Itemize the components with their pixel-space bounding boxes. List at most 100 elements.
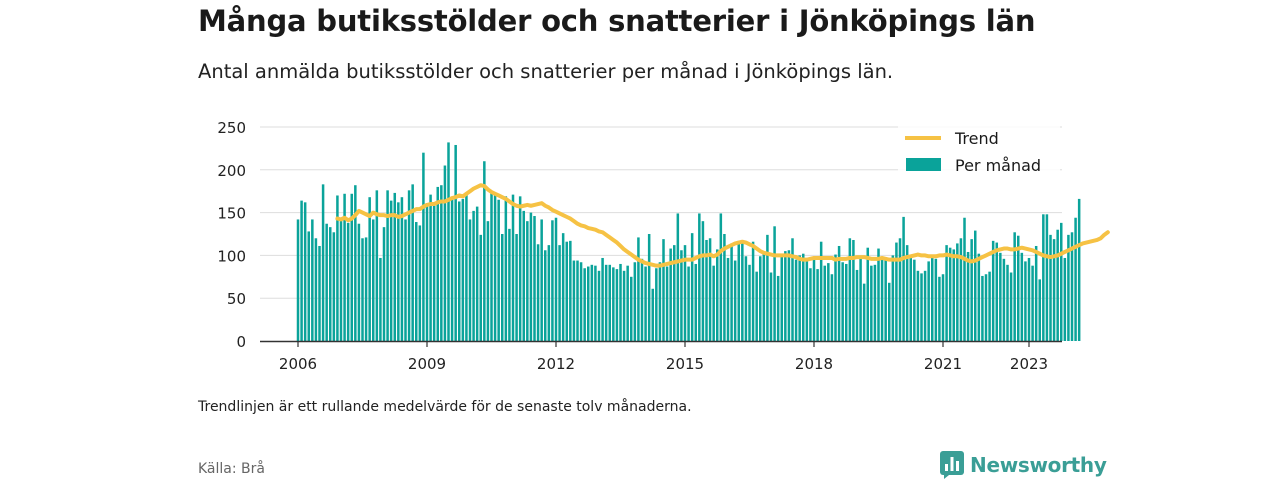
bar <box>748 264 751 341</box>
bar <box>830 274 834 341</box>
bar <box>630 276 633 341</box>
bar <box>443 165 447 341</box>
y-tick-label: 150 <box>217 205 246 223</box>
bar <box>1049 234 1052 341</box>
bar <box>372 219 375 341</box>
x-tick-label: 2018 <box>795 355 833 373</box>
bar <box>884 257 887 341</box>
bar <box>418 225 422 341</box>
bar <box>422 152 425 341</box>
bar <box>615 269 619 341</box>
bar <box>346 222 350 341</box>
bar <box>1024 261 1027 341</box>
bar <box>1063 257 1067 341</box>
bar <box>766 234 769 341</box>
bar <box>389 200 393 341</box>
bar <box>791 238 794 341</box>
bar <box>440 185 443 341</box>
bar <box>794 259 798 341</box>
bar <box>296 219 300 341</box>
bar <box>683 245 687 341</box>
bar <box>923 270 927 341</box>
bar <box>916 270 920 341</box>
bar <box>805 257 809 341</box>
bar <box>497 199 500 341</box>
bar <box>780 255 784 341</box>
trend-line <box>335 183 1110 268</box>
bar <box>787 250 791 341</box>
bar <box>665 266 669 341</box>
footnote: Trendlinjen är ett rullande medelvärde f… <box>198 399 692 415</box>
bar <box>927 261 930 341</box>
bar-series <box>296 142 1081 341</box>
x-tick-label: 2021 <box>924 355 962 373</box>
bar <box>303 202 307 341</box>
bar <box>475 206 479 341</box>
bar <box>1017 235 1020 341</box>
bar <box>956 243 959 341</box>
bar <box>508 228 511 341</box>
bar <box>612 267 615 341</box>
bar <box>755 271 758 341</box>
x-tick-label: 2015 <box>666 355 704 373</box>
bar <box>318 245 321 341</box>
bar <box>862 283 866 341</box>
bar <box>314 238 318 341</box>
y-axis-labels: 0 50 100 150 200 250 <box>217 119 246 351</box>
bar <box>425 203 429 341</box>
bar <box>733 260 737 341</box>
bar <box>1070 232 1074 341</box>
bar <box>716 249 719 341</box>
bar <box>544 250 547 341</box>
bar <box>952 249 956 341</box>
bar <box>1052 239 1056 341</box>
bar <box>622 270 626 341</box>
bar <box>601 257 604 341</box>
bar <box>680 250 683 341</box>
bar <box>1074 217 1077 341</box>
bar <box>404 219 407 341</box>
bar <box>984 274 988 341</box>
bar <box>744 256 748 341</box>
bar <box>898 238 902 341</box>
bar <box>673 245 676 341</box>
bar <box>458 201 461 341</box>
bar <box>311 219 314 341</box>
bar <box>751 241 755 341</box>
bar <box>1042 214 1045 341</box>
bar <box>959 238 963 341</box>
bar <box>397 202 400 341</box>
bar <box>490 191 493 341</box>
bar <box>379 257 382 341</box>
bar <box>1006 264 1009 341</box>
bar <box>880 257 884 341</box>
bar <box>848 238 852 341</box>
bar <box>1038 279 1042 341</box>
bar <box>841 262 844 341</box>
bar <box>454 144 457 341</box>
bar <box>364 237 368 341</box>
chart-subtitle: Antal anmälda butiksstölder och snatteri… <box>198 60 894 83</box>
bar <box>522 210 526 341</box>
bar <box>1009 272 1013 341</box>
bar <box>866 247 870 341</box>
bar <box>1067 234 1070 341</box>
bar <box>579 262 583 341</box>
bar <box>913 259 916 341</box>
x-tick-label: 2012 <box>537 355 575 373</box>
bar <box>974 230 977 341</box>
bar <box>812 257 816 341</box>
bar <box>501 234 504 341</box>
bar <box>429 194 432 341</box>
bar <box>583 268 586 341</box>
x-tick-label: 2006 <box>279 355 317 373</box>
bar <box>676 213 680 341</box>
bar <box>888 282 891 341</box>
bar <box>759 256 762 341</box>
bar <box>941 274 945 341</box>
bar <box>626 265 629 341</box>
bar <box>719 213 723 341</box>
chart-title: Många butiksstölder och snatterier i Jön… <box>198 4 1036 38</box>
bar <box>773 226 776 341</box>
legend-bar-label: Per månad <box>955 156 1041 175</box>
